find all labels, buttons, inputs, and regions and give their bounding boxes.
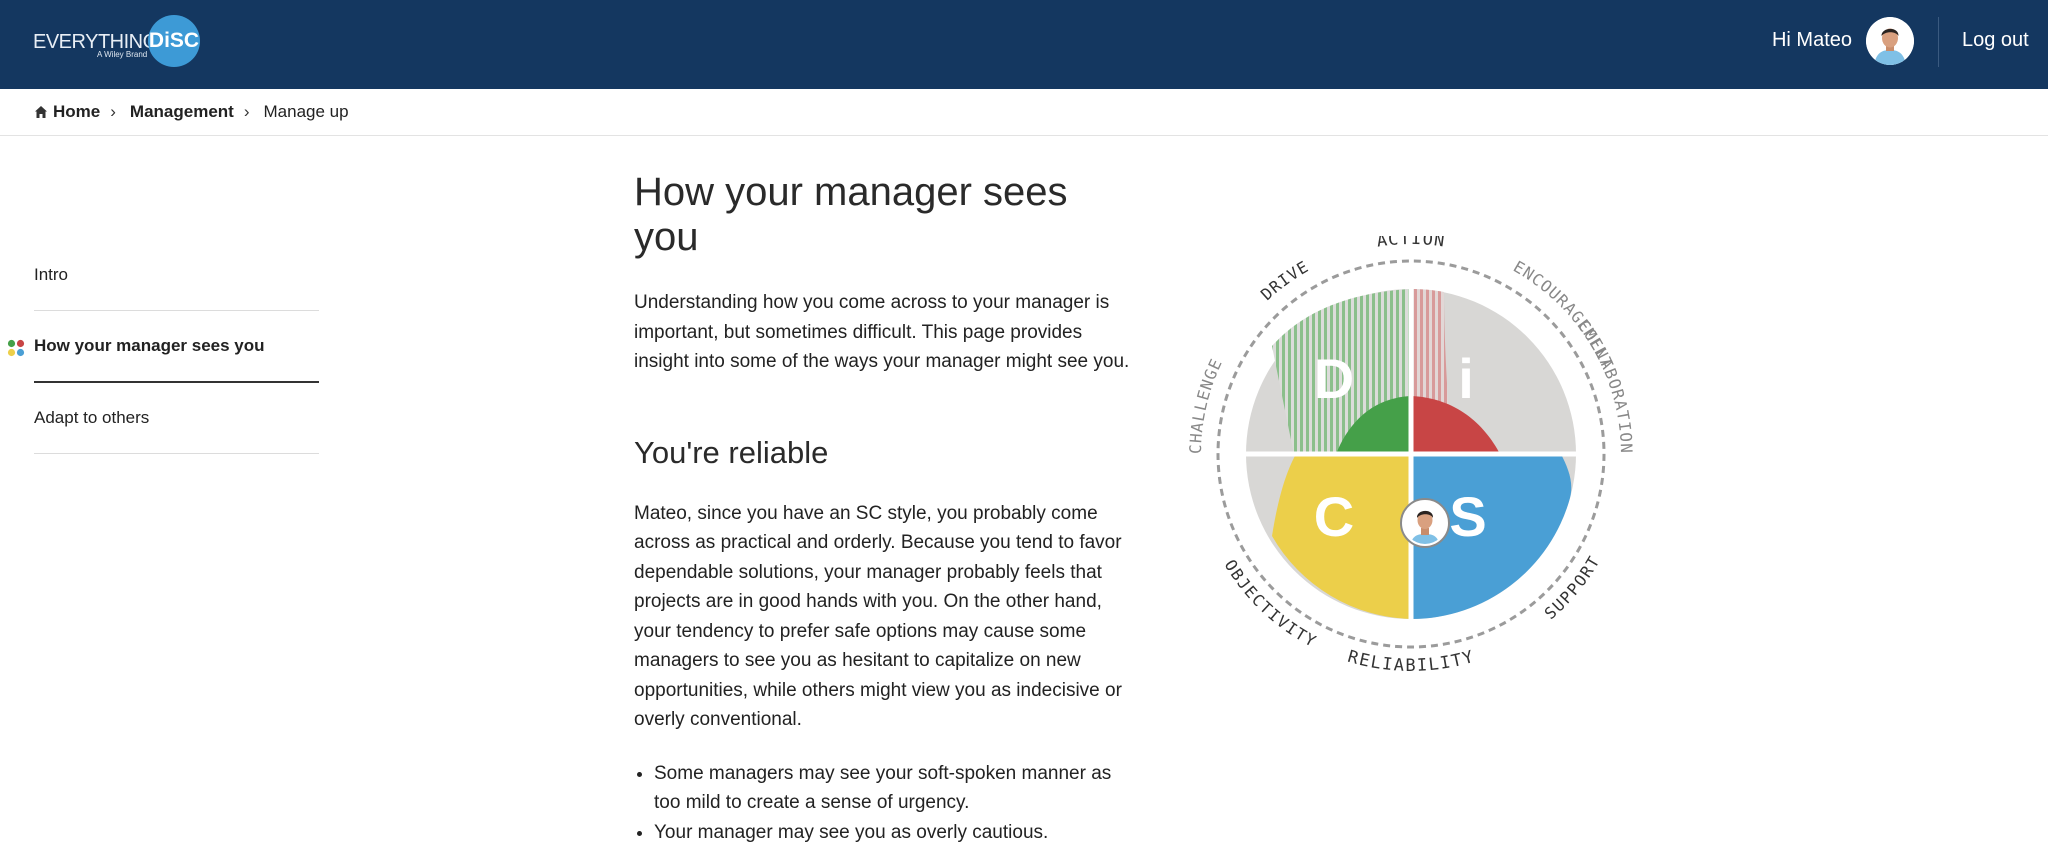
avatar-icon: [1866, 17, 1914, 65]
sidebar-item-how-your-manager-sees-you[interactable]: How your manager sees you: [7, 311, 319, 383]
logo-badge: DiSC: [148, 15, 200, 67]
breadcrumb-divider: [0, 135, 2048, 136]
section-title: You're reliable: [634, 434, 829, 470]
quadrant-i-letter: i: [1458, 347, 1474, 410]
list-item: Some managers may see your soft-spoken m…: [654, 759, 1134, 818]
sidebar-nav: Intro How your manager sees you Adapt to…: [7, 240, 319, 454]
body-paragraph: Mateo, since you have an SC style, you p…: [634, 502, 1122, 731]
breadcrumb-home[interactable]: Home: [53, 102, 101, 121]
sidebar-item-adapt-to-others[interactable]: Adapt to others: [34, 383, 319, 454]
logout-button[interactable]: Log out: [1962, 29, 2029, 51]
label-action: ACTION: [1375, 236, 1446, 252]
disc-dots-icon: [7, 339, 25, 357]
quadrant-s-letter: S: [1449, 485, 1486, 548]
header-divider: [1938, 17, 1939, 67]
chevron-right-icon: ›: [110, 102, 116, 121]
quadrant-i-fill: [1411, 396, 1500, 454]
breadcrumb-current: Manage up: [263, 102, 349, 121]
label-drive: DRIVE: [1257, 257, 1312, 304]
insight-list: Some managers may see your soft-spoken m…: [634, 759, 1134, 848]
quadrant-c-letter: C: [1314, 485, 1354, 548]
home-icon: [35, 106, 47, 118]
sidebar-item-label: How your manager sees you: [34, 336, 265, 355]
quadrant-c-fill: [1272, 454, 1411, 619]
logo-text: EVERYTHING: [33, 31, 158, 53]
user-greeting: Hi Mateo: [1771, 29, 1852, 51]
logo-subtitle: A Wiley Brand: [97, 50, 148, 59]
breadcrumb: Home › Management › Manage up: [34, 100, 349, 124]
list-item: Your manager may see you as overly cauti…: [654, 818, 1134, 848]
everything-disc-logo[interactable]: EVERYTHING DiSC A Wiley Brand: [33, 15, 208, 67]
quadrant-d-letter: D: [1314, 347, 1354, 410]
sidebar-item-label: Adapt to others: [34, 408, 150, 427]
label-collaboration: COLLABORATION: [1574, 317, 1636, 455]
sidebar-item-label: Intro: [34, 265, 69, 284]
user-avatar[interactable]: [1866, 17, 1914, 65]
user-position-avatar[interactable]: [1400, 498, 1450, 548]
quadrant-s-fill: [1411, 454, 1572, 619]
page-title: How your manager sees you: [634, 170, 1068, 259]
breadcrumb-management[interactable]: Management: [129, 102, 234, 121]
main-content: How your manager sees you Understanding …: [634, 170, 1134, 847]
sidebar-item-intro[interactable]: Intro: [34, 240, 319, 311]
label-reliability: RELIABILITY: [1345, 647, 1476, 676]
quadrant-d-fill: [1336, 396, 1411, 454]
label-challenge: CHALLENGE: [1186, 355, 1226, 454]
wheel-dashed-ring: [1216, 259, 1606, 649]
top-bar: EVERYTHING DiSC A Wiley Brand Hi Mateo L…: [0, 0, 2048, 89]
chevron-right-icon: ›: [243, 102, 250, 121]
disc-wheel: D i S C ACTION ENCOURAGEMENT COLLABORATI…: [1186, 236, 1636, 676]
intro-paragraph: Understanding how you come across to you…: [634, 292, 1130, 372]
